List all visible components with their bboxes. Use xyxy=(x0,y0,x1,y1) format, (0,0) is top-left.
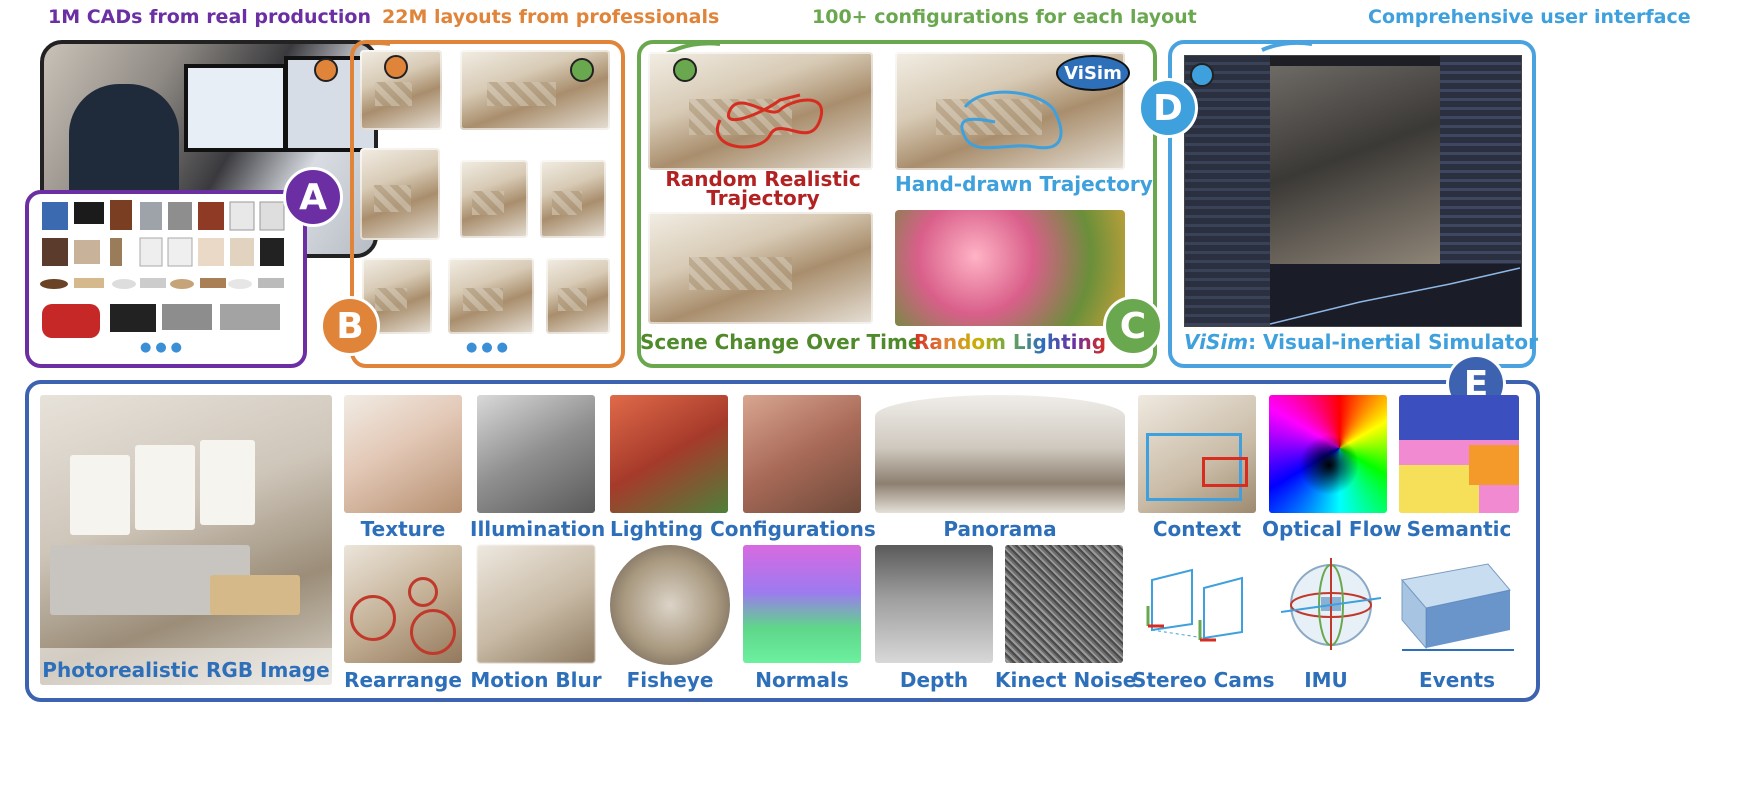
heading-layouts: 22M layouts from professionals xyxy=(382,6,720,28)
panel-configurations xyxy=(637,40,1157,368)
rearrange-circle-3 xyxy=(408,577,438,607)
tile-context xyxy=(1138,395,1256,513)
caption-stereo-cams: Stereo Cams xyxy=(1132,668,1275,692)
visim-name: ViSim xyxy=(1184,330,1249,354)
monitor-left xyxy=(184,64,287,152)
more-layouts-ellipsis: ●●● xyxy=(466,340,513,355)
rgb-caption-strip xyxy=(40,648,332,685)
caption-illumination: Illumination xyxy=(470,517,606,541)
caption-panorama: Panorama xyxy=(943,517,1057,541)
context-box-red xyxy=(1202,457,1248,487)
caption-context: Context xyxy=(1152,517,1242,541)
context-box-blue xyxy=(1146,433,1242,501)
random-lighting-text: Random Lighting xyxy=(913,330,1107,354)
rgb-image xyxy=(40,395,332,685)
caption-rearrange: Rearrange xyxy=(344,668,462,692)
furniture-grid xyxy=(40,200,285,338)
rearrange-circle-1 xyxy=(350,595,396,641)
caption-optical-flow: Optical Flow xyxy=(1262,517,1402,541)
caption-semantic: Semantic xyxy=(1406,517,1512,541)
layout-thumb-3 xyxy=(360,148,440,240)
green-marker-a xyxy=(570,58,594,82)
blue-marker xyxy=(1190,63,1214,87)
red-trajectory-path xyxy=(716,93,824,149)
visim-tag: ViSim xyxy=(1056,55,1130,91)
config-thumb-scene-change xyxy=(648,212,873,324)
orange-marker-a xyxy=(314,58,338,82)
simulator-speed-plot xyxy=(1270,264,1521,326)
panel-user-interface xyxy=(1168,40,1536,368)
imu-diagram xyxy=(1280,558,1382,650)
simulator-viewport xyxy=(1270,66,1440,266)
tile-rearrange xyxy=(344,545,462,663)
caption-rgb: Photorealistic RGB Image xyxy=(42,658,330,682)
layout-thumb-7 xyxy=(448,258,534,334)
caption-events: Events xyxy=(1419,668,1495,692)
layout-thumb-5 xyxy=(540,160,606,238)
tile-texture xyxy=(344,395,462,513)
heading-user-interface: Comprehensive user interface xyxy=(1368,6,1691,28)
rgb-table xyxy=(210,575,300,615)
more-cads-ellipsis: ●●● xyxy=(140,340,187,355)
rgb-painting-right xyxy=(200,440,255,525)
tile-lighting-red xyxy=(610,395,728,513)
caption-lighting-configurations: Lighting Configurations xyxy=(610,517,876,541)
panel-layouts xyxy=(350,40,625,368)
tile-illumination xyxy=(477,395,595,513)
tile-optical-flow xyxy=(1269,395,1387,513)
tile-motion-blur xyxy=(477,545,595,663)
caption-random-trajectory: Random Realistic Trajectory xyxy=(665,167,861,210)
semantic-object xyxy=(1469,445,1519,485)
caption-random-lighting: Random Lighting xyxy=(910,330,1110,354)
caption-normals: Normals xyxy=(755,668,849,692)
caption-depth: Depth xyxy=(899,668,969,692)
rearrange-circle-2 xyxy=(410,609,456,655)
orange-marker-b xyxy=(384,55,408,79)
tile-lighting-warm xyxy=(743,395,861,513)
tile-fisheye xyxy=(610,545,730,665)
semantic-floor xyxy=(1399,465,1479,513)
tile-normals xyxy=(743,545,861,663)
layout-thumb-8 xyxy=(546,258,610,334)
heading-configurations: 100+ configurations for each layout xyxy=(812,6,1197,28)
events-diagram xyxy=(1401,563,1514,651)
badge-a: A xyxy=(283,167,343,227)
blue-trajectory-path xyxy=(960,90,1063,150)
semantic-wall xyxy=(1399,395,1519,440)
caption-motion-blur: Motion Blur xyxy=(470,668,602,692)
rgb-painting-left xyxy=(70,455,130,535)
badge-c: C xyxy=(1103,296,1163,356)
heading-cads: 1M CADs from real production xyxy=(48,6,371,28)
simulator-screenshot xyxy=(1184,55,1522,327)
layout-thumb-4 xyxy=(460,160,528,238)
config-thumb-random-lighting xyxy=(895,210,1125,326)
tile-panorama xyxy=(875,395,1125,513)
caption-texture: Texture xyxy=(360,517,446,541)
badge-b: B xyxy=(320,296,380,356)
caption-handdrawn: Hand-drawn Trajectory xyxy=(895,172,1153,196)
stereo-cams-diagram xyxy=(1146,568,1243,642)
rgb-painting-mid xyxy=(135,445,195,530)
caption-kinect-noise: Kinect Noise xyxy=(995,668,1137,692)
tile-depth xyxy=(875,545,993,663)
caption-imu: IMU xyxy=(1304,668,1348,692)
green-marker-b xyxy=(673,58,697,82)
flow-dark-center xyxy=(1299,435,1359,495)
tile-semantic xyxy=(1399,395,1519,513)
badge-d: D xyxy=(1138,78,1198,138)
panel-outputs xyxy=(25,380,1540,702)
caption-scene-change: Scene Change Over Time xyxy=(640,330,922,354)
visim-description: : Visual-inertial Simulator xyxy=(1248,330,1538,354)
tile-kinect-noise xyxy=(1005,545,1123,663)
caption-fisheye: Fisheye xyxy=(626,668,714,692)
simulator-side-panel xyxy=(1185,56,1270,326)
caption-visim: ViSim: Visual-inertial Simulator xyxy=(1184,330,1538,354)
